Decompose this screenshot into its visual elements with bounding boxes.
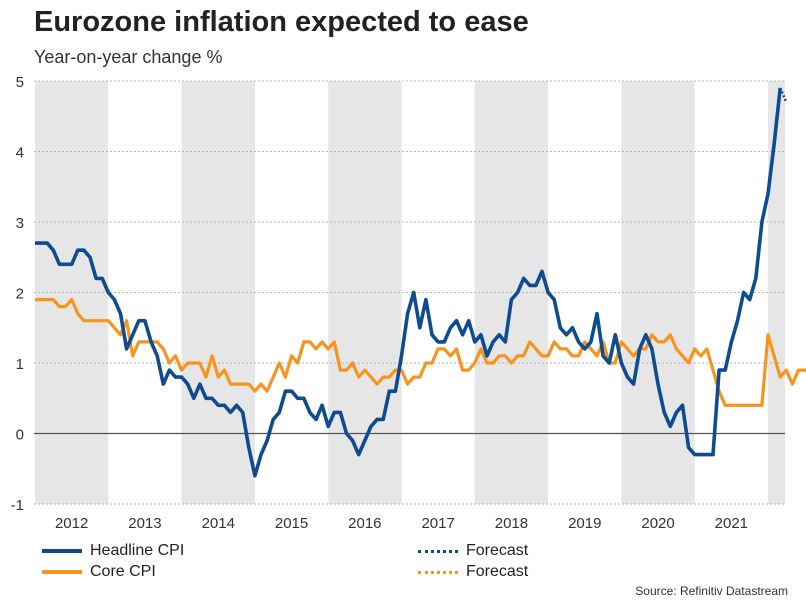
legend-core-swatch: [42, 570, 82, 574]
y-tick-label: 0: [16, 427, 24, 444]
headline-forecast-line: [779, 87, 788, 103]
y-tick-label: 3: [16, 215, 24, 232]
core-cpi-line: [35, 298, 806, 407]
x-tick-label: 2014: [202, 515, 235, 532]
legend-forecast-core-label: Forecast: [466, 563, 529, 580]
series-lines: [35, 87, 806, 478]
x-tick-label: 2012: [55, 515, 88, 532]
legend-forecast-core: Forecast: [418, 563, 528, 581]
headline-cpi-line: [35, 87, 782, 478]
y-tick-label: 4: [16, 145, 24, 162]
x-tick-label: 2021: [715, 515, 748, 532]
x-axis-ticks: 2012 2013 2014 2015 2016 2017 2018 2019 2020 2021: [55, 515, 748, 532]
y-axis-ticks: -1 0 1 2 3 4 5: [11, 74, 24, 514]
legend-forecast-core-swatch: [418, 570, 458, 574]
source-note: Source: Refinitiv Datastream: [635, 584, 788, 598]
legend-forecast-headline-swatch: [418, 549, 458, 553]
x-tick-label: 2015: [275, 515, 308, 532]
chart-subtitle: Year-on-year change %: [34, 47, 223, 67]
legend-headline-label: Headline CPI: [90, 542, 185, 559]
x-tick-label: 2018: [495, 515, 528, 532]
legend-forecast-headline-label: Forecast: [466, 542, 529, 559]
legend-core-label: Core CPI: [90, 563, 156, 580]
y-tick-label: 1: [16, 356, 24, 373]
legend-headline: Headline CPI: [42, 542, 184, 560]
x-tick-label: 2019: [568, 515, 601, 532]
x-tick-label: 2016: [348, 515, 381, 532]
y-tick-label: 5: [16, 74, 24, 91]
legend-headline-swatch: [42, 549, 82, 553]
x-tick-label: 2017: [421, 515, 454, 532]
chart-title: Eurozone inflation expected to ease: [34, 6, 529, 38]
legend-forecast-headline: Forecast: [418, 542, 528, 560]
legend-core: Core CPI: [42, 563, 156, 581]
x-tick-label: 2020: [641, 515, 674, 532]
y-tick-label: -1: [11, 497, 24, 514]
y-tick-label: 2: [16, 286, 24, 303]
x-tick-label: 2013: [128, 515, 161, 532]
shade-tail: [768, 81, 785, 504]
